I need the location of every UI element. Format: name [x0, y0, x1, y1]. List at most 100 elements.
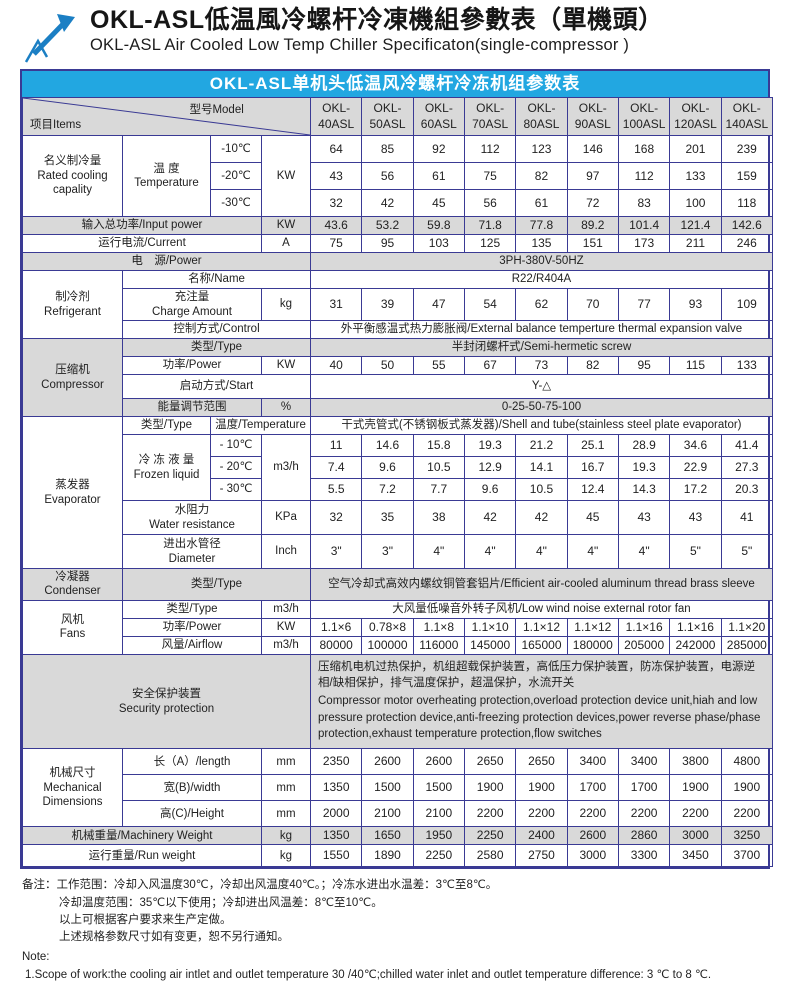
- value-cell: 14.6: [361, 434, 414, 457]
- value-cell: 75: [463, 162, 517, 190]
- value-cell: 112: [617, 162, 671, 190]
- label-energy-range: 能量调节范围: [122, 398, 262, 417]
- row-start-mode: 启动方式/Start Y-△: [23, 374, 773, 399]
- value-cell: 67: [463, 356, 517, 375]
- model-header: OKL- 140ASL: [720, 97, 773, 136]
- value-cell: 9.6: [361, 456, 414, 479]
- unit-kw: KW: [261, 356, 311, 375]
- section-condenser: 冷凝器 Condenser: [22, 568, 123, 601]
- value-cell: 3250: [720, 826, 773, 846]
- value-cell: 246: [720, 234, 773, 253]
- label-charge-amount: 充注量 Charge Amount: [122, 288, 262, 321]
- value-cell: 2750: [515, 844, 568, 868]
- value-cell: 15.8: [412, 434, 465, 457]
- row-water-resistance: 水阻力 Water resistance KPa 32 35 38 42 42 45 43 43 41: [23, 500, 773, 535]
- value-cell: 1.1×6: [309, 617, 363, 637]
- value-cell: 62: [515, 288, 568, 321]
- label-minus30: - 30℃: [210, 478, 262, 501]
- value-cell: 7.2: [361, 478, 414, 501]
- value-cell: 93: [669, 288, 722, 321]
- value-cell: 5": [720, 534, 773, 569]
- value-cell: 53.2: [361, 216, 414, 235]
- spec-table: OKL-ASL单机头低温风冷螺杆冷冻机组参数表 项目Items 型号Model OK…: [20, 69, 773, 870]
- row-frozen-minus20: - 20℃ 7.4 9.6 10.5 12.9 14.1 16.7 19.3 22.9 27.3: [23, 456, 773, 479]
- value-cell: 34.6: [669, 434, 722, 457]
- row-security: 安全保护装置 Security protection 压缩机电机过热保护，机组超载保…: [22, 653, 773, 750]
- label-compressor-power: 功率/Power: [122, 356, 262, 375]
- row-airflow: 风量/Airflow m3/h 80000 100000 116000 145000 165…: [23, 635, 773, 655]
- value-cell: 77: [617, 288, 671, 321]
- value-cell: 4800: [720, 748, 773, 776]
- corner-cell: 项目Items 型号Model: [22, 97, 311, 136]
- value-cell: 2650: [515, 748, 568, 776]
- row-cooling-minus10: 名义制冷量 Rated cooling capality 温 度 Temperature…: [22, 135, 773, 217]
- label-frozen-liquid: 冷 冻 液 量 Frozen liquid: [122, 434, 211, 501]
- value-cell: 1650: [361, 826, 414, 846]
- value-cell: 123: [515, 135, 568, 163]
- value-refrigerant-name: R22/R404A: [310, 270, 773, 289]
- value-cell: 14.1: [515, 456, 568, 479]
- value-cell: 80000: [309, 635, 363, 655]
- spec-grid-body: 项目Items 型号Model OKL- 40ASL OKL- 50ASL OKL- 60AS…: [22, 97, 773, 868]
- value-cell: 112: [463, 135, 517, 163]
- value-evaporator-type: 干式壳管式(不锈钢板式蒸发器)/Shell and tube(stainless…: [310, 416, 773, 435]
- value-cell: 82: [566, 356, 619, 375]
- value-cell: 133: [669, 162, 722, 190]
- row-current: 运行电流/Current A 75 95 103 125 135 151 173 211 246: [22, 234, 773, 253]
- value-cell: 85: [361, 135, 414, 163]
- note-line-en: 1.Scope of work:the cooling air intlet a…: [25, 968, 712, 981]
- label-minus10: - 10℃: [210, 434, 262, 457]
- row-frozen-minus10: 冷 冻 液 量 Frozen liquid - 10℃ m3/h 11 14.6 15.8 1…: [23, 434, 773, 501]
- label-minus20: -20℃: [210, 162, 262, 190]
- value-cell: 2200: [669, 800, 722, 828]
- value-cell: 21.2: [515, 434, 568, 457]
- value-energy-range: 0-25-50-75-100: [310, 398, 773, 417]
- value-cell: 75: [309, 234, 363, 253]
- value-cell: 55: [412, 356, 465, 375]
- unit-percent: %: [261, 398, 311, 417]
- label-compressor-type: 类型/Type: [122, 338, 311, 357]
- label-control: 控制方式/Control: [122, 320, 311, 339]
- value-cell: 159: [720, 162, 773, 190]
- unit-kw: KW: [261, 617, 311, 637]
- value-cell: 42: [463, 500, 517, 535]
- value-cell: 2250: [463, 826, 517, 846]
- value-cell: 1900: [515, 774, 568, 802]
- value-cell: 7.7: [412, 478, 465, 501]
- section-security: 安全保护装置 Security protection: [22, 653, 311, 750]
- label-evaporator-type: 类型/Type: [122, 416, 211, 435]
- page-title-en: OKL-ASL Air Cooled Low Temp Chiller Spec…: [90, 35, 630, 54]
- value-cell: 25.1: [566, 434, 619, 457]
- label-machinery-weight: 机械重量/Machinery Weight: [22, 826, 262, 846]
- corner-items-label: 项目Items: [30, 118, 82, 131]
- value-cell: 10.5: [412, 456, 465, 479]
- value-cell: 1500: [412, 774, 465, 802]
- row-condenser-type: 冷凝器 Condenser 类型/Type 空气冷却式高效内螺纹铜管套铝片/Effic…: [22, 568, 773, 601]
- label-fans-power: 功率/Power: [122, 617, 262, 637]
- label-temperature: 温 度 Temperature: [122, 135, 211, 217]
- value-cell: 101.4: [617, 216, 671, 235]
- value-cell: 42: [515, 500, 568, 535]
- value-cell: 16.7: [566, 456, 619, 479]
- value-cell: 45: [412, 189, 465, 217]
- model-header: OKL- 90ASL: [566, 97, 619, 136]
- row-cooling-minus30: -30℃ 32 42 45 56 61 72 83 100 118: [23, 189, 773, 217]
- label-pipe-diameter: 进出水管径 Diameter: [122, 534, 262, 569]
- value-cell: 83: [617, 189, 671, 217]
- row-fans-type: 风机 Fans 类型/Type m3/h 大风量低噪音外转子风机/Low wind no…: [22, 599, 773, 655]
- value-cell: 211: [669, 234, 722, 253]
- value-cell: 3400: [617, 748, 671, 776]
- value-cell: 43: [669, 500, 722, 535]
- value-cell: 118: [720, 189, 773, 217]
- value-cell: 61: [515, 189, 568, 217]
- value-cell: 1900: [463, 774, 517, 802]
- model-header: OKL- 70ASL: [463, 97, 517, 136]
- value-cell: 3300: [617, 844, 671, 868]
- row-machinery-weight: 机械重量/Machinery Weight kg 1350 1650 1950 2250 2…: [22, 826, 773, 846]
- value-cell: 47: [412, 288, 465, 321]
- value-cell: 173: [617, 234, 671, 253]
- value-cell: 2600: [566, 826, 619, 846]
- value-cell: 38: [412, 500, 465, 535]
- row-length: 机械尺寸 Mechanical Dimensions 长（A）/length mm 235…: [22, 748, 773, 828]
- section-evaporator: 蒸发器 Evaporator: [22, 416, 123, 569]
